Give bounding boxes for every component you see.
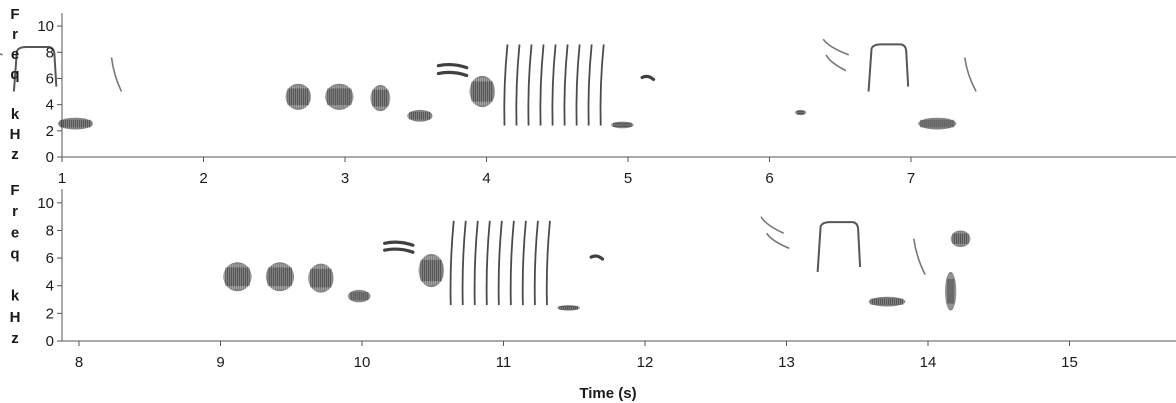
- x-tick-label: 5: [624, 170, 632, 187]
- song-note-arch: [12, 46, 58, 92]
- y-tick-label: 0: [46, 333, 54, 350]
- song-note-buzz: [794, 109, 807, 116]
- y-tick-label: 8: [46, 44, 54, 61]
- y-axis-label-letter: F: [10, 182, 19, 199]
- y-tick-label: 6: [46, 250, 54, 267]
- y-axis-label-letter: H: [10, 309, 21, 326]
- song-note-band: [436, 62, 469, 70]
- y-tick-label: 10: [37, 18, 54, 35]
- song-note-band: [383, 240, 415, 247]
- song-note-buzz: [918, 117, 957, 130]
- song-note-trill: [503, 44, 605, 126]
- song-note-sweep: [822, 38, 850, 56]
- x-tick-label: 1: [58, 170, 66, 187]
- y-axis-label-letter: z: [11, 146, 19, 163]
- x-tick-label: 11: [496, 354, 512, 371]
- x-tick-label: 9: [216, 354, 224, 371]
- y-axis-label-letter: r: [12, 203, 18, 220]
- song-note-buzz: [308, 263, 334, 293]
- x-tick-label: 2: [199, 170, 207, 187]
- y-tick-label: 0: [46, 149, 54, 166]
- song-note-band: [383, 247, 415, 254]
- song-note-buzz: [868, 296, 906, 307]
- song-note-buzz: [370, 85, 391, 112]
- song-note-buzz: [57, 117, 94, 130]
- song-note-sweep: [913, 238, 926, 276]
- song-note-sweep: [760, 216, 785, 234]
- y-tick-label: 4: [46, 278, 54, 295]
- song-note-buzz: [469, 75, 495, 108]
- song-note-band: [589, 254, 605, 261]
- y-tick-label: 8: [46, 222, 54, 239]
- x-tick-label: 13: [778, 354, 795, 371]
- x-tick-label: 15: [1061, 354, 1078, 371]
- song-note-buzz: [325, 83, 354, 110]
- song-note-buzz: [418, 253, 445, 288]
- x-tick-label: 8: [75, 354, 83, 371]
- song-note-buzz: [950, 230, 971, 248]
- x-tick-label: 6: [765, 170, 773, 187]
- song-note-trill: [449, 220, 551, 306]
- x-tick-label: 4: [482, 170, 490, 187]
- y-tick-label: 4: [46, 97, 54, 114]
- x-tick-label: 3: [341, 170, 349, 187]
- song-note-band: [436, 70, 469, 78]
- y-axis-label-letter: z: [11, 330, 19, 347]
- x-tick-label: 10: [354, 354, 371, 371]
- song-note-sweep: [0, 52, 3, 56]
- song-note-arch: [867, 43, 910, 92]
- song-note-sweep: [825, 54, 847, 72]
- y-tick-label: 2: [46, 123, 54, 140]
- y-axis-label-letter: e: [11, 46, 19, 63]
- y-axis-label-letter: k: [11, 288, 20, 305]
- song-note-buzz: [557, 305, 580, 311]
- song-note-buzz: [347, 289, 371, 303]
- song-note-sweep: [110, 57, 123, 92]
- y-axis-label-letter: H: [10, 126, 21, 143]
- song-note-buzz: [407, 109, 433, 122]
- y-axis-label-letter: e: [11, 224, 19, 241]
- song-note-buzz: [223, 262, 252, 292]
- x-tick-label: 7: [907, 170, 915, 187]
- y-tick-label: 2: [46, 305, 54, 322]
- y-tick-label: 10: [37, 195, 54, 212]
- y-axis-label-letter: F: [10, 6, 19, 23]
- song-note-buzz: [265, 262, 295, 292]
- song-note-sweep: [963, 57, 977, 92]
- y-axis-label-letter: k: [11, 106, 20, 123]
- song-note-sweep: [766, 232, 790, 250]
- song-note-buzz: [285, 83, 312, 110]
- x-axis-title: Time (s): [579, 385, 636, 402]
- y-tick-label: 6: [46, 70, 54, 87]
- song-note-arch: [816, 221, 862, 272]
- song-note-buzz: [611, 121, 634, 129]
- song-note-band: [640, 74, 656, 82]
- x-tick-label: 14: [920, 354, 937, 371]
- song-note-buzz: [944, 271, 957, 311]
- y-axis-label-letter: r: [12, 26, 18, 43]
- x-tick-label: 12: [637, 354, 654, 371]
- y-axis-label-letter: q: [10, 245, 19, 262]
